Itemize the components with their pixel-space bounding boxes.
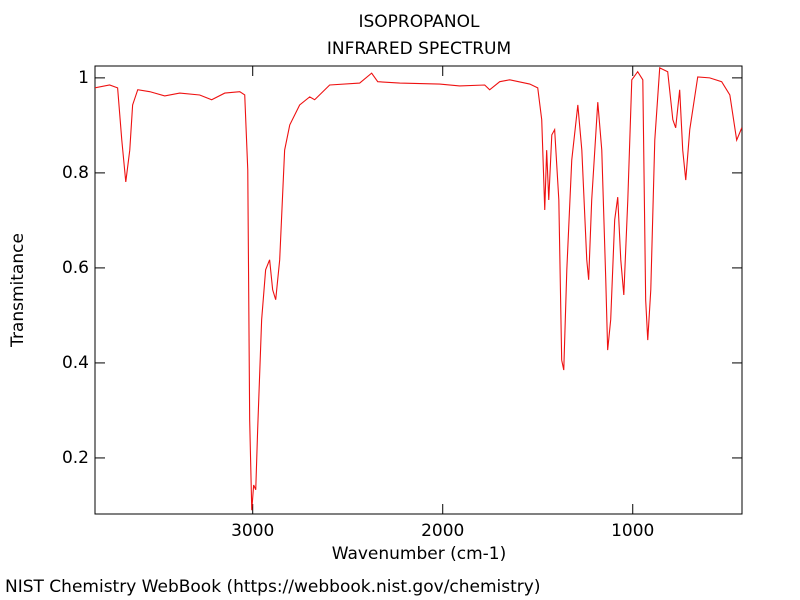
chart-title: ISOPROPANOL bbox=[359, 12, 481, 32]
chart-subtitle: INFRARED SPECTRUM bbox=[327, 39, 511, 59]
plot-frame bbox=[94, 65, 743, 515]
y-tick-label: 0.6 bbox=[62, 258, 89, 278]
y-tick-label: 0.8 bbox=[62, 163, 89, 183]
source-note: NIST Chemistry WebBook (https://webbook.… bbox=[5, 577, 540, 597]
x-tick-label: 1000 bbox=[611, 521, 654, 541]
x-tick-label: 3000 bbox=[231, 521, 274, 541]
y-tick-label: 0.2 bbox=[62, 448, 89, 468]
x-axis-label: Wavenumber (cm-1) bbox=[332, 544, 507, 564]
y-axis-label: Transmitance bbox=[8, 233, 28, 348]
x-tick-label: 2000 bbox=[421, 521, 464, 541]
y-tick-label: 1 bbox=[78, 68, 89, 88]
y-tick-label: 0.4 bbox=[62, 353, 89, 373]
spectrum-line bbox=[95, 67, 742, 511]
